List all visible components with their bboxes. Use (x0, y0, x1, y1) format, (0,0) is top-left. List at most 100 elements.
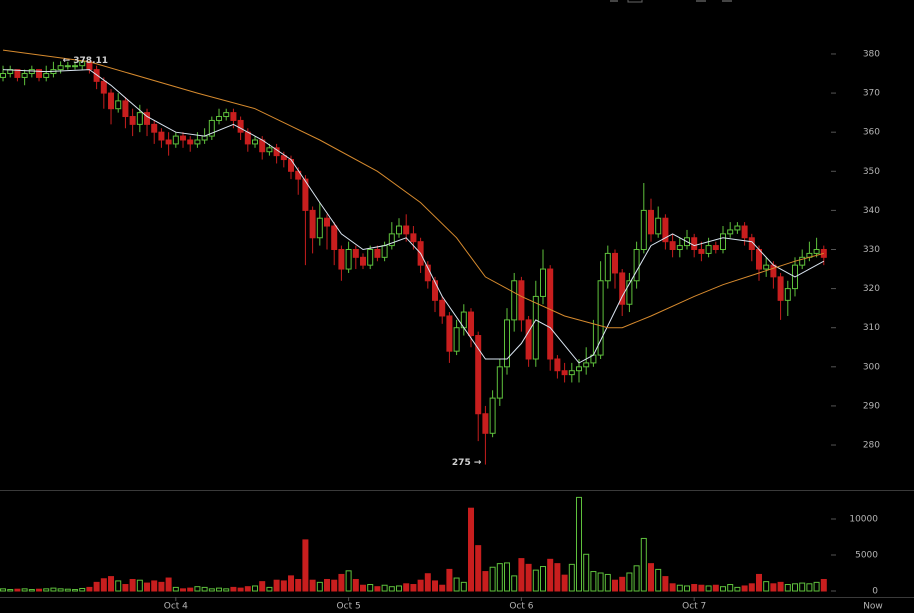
candle-body (504, 319, 511, 368)
y-tick-label: 330 (863, 245, 880, 255)
candle-body (208, 119, 215, 137)
volume-bar (655, 568, 662, 592)
candle-body (396, 225, 403, 235)
volume-bar (194, 586, 201, 592)
volume-bar (748, 583, 755, 592)
candle-body (662, 217, 669, 243)
candle-body (532, 295, 539, 360)
volume-bar (230, 586, 237, 592)
volume-bar (43, 588, 50, 592)
volume-bar (813, 581, 820, 592)
volume-bar (799, 582, 806, 592)
volume-bar (273, 579, 280, 592)
toolbar-icon[interactable] (696, 0, 706, 2)
volume-bar (259, 581, 266, 592)
x-tick-label: Oct 4 (164, 602, 188, 612)
volume-bar (647, 563, 654, 592)
volume-bar (93, 581, 100, 592)
candle-body (79, 61, 86, 67)
volume-bar (568, 563, 575, 592)
volume-bar (417, 579, 424, 592)
volume-bar (331, 579, 338, 592)
candle-body (705, 245, 712, 254)
candle-body (64, 65, 71, 68)
volume-bar (576, 496, 583, 592)
y-tick-label: 370 (863, 89, 880, 99)
candle-body (770, 264, 777, 278)
volume-bar (302, 539, 309, 592)
candle-body (511, 280, 518, 321)
candle-body (691, 237, 698, 250)
y-tick-label: 340 (863, 206, 880, 216)
volume-tick-label: 10000 (849, 515, 878, 525)
candle-body (388, 233, 395, 247)
volume-bar (583, 553, 590, 592)
candle-body (201, 135, 208, 141)
toolbar-icon[interactable] (627, 0, 643, 3)
y-tick-label: 380 (863, 49, 880, 59)
candle-body (540, 268, 547, 297)
volume-bar (72, 589, 79, 592)
moving-average-line (2, 69, 825, 364)
volume-bar (252, 585, 259, 592)
volume-bar (144, 582, 151, 592)
candle-body (180, 135, 187, 141)
candle-body (338, 248, 345, 270)
candle-body (136, 112, 143, 125)
volume-bar (791, 583, 798, 592)
volume-bar (100, 578, 107, 592)
candle-body (633, 248, 640, 282)
volume-bar (36, 588, 43, 592)
candle-body (93, 69, 100, 82)
candle-body (352, 248, 359, 258)
volume-bar (432, 580, 439, 592)
volume-bar (755, 573, 762, 592)
candle-body (597, 280, 604, 356)
volume-bar (561, 574, 568, 592)
volume-bar (662, 576, 669, 592)
candle-body (280, 155, 287, 161)
volume-bar (338, 573, 345, 592)
candle-body (28, 69, 35, 75)
volume-bar (136, 579, 143, 592)
candle-body (100, 80, 107, 94)
candle-body (655, 217, 662, 235)
volume-bar (352, 578, 359, 592)
candle-body (244, 131, 251, 145)
toolbar-icon[interactable] (610, 0, 618, 2)
volume-bar (424, 573, 431, 592)
volume-bar (86, 586, 93, 592)
candle-body (72, 65, 79, 68)
candle-body (345, 248, 352, 270)
volume-bar (439, 584, 446, 592)
candle-body (446, 315, 453, 352)
volume-bar (770, 583, 777, 592)
volume-bar (683, 585, 690, 592)
candle-body (763, 264, 770, 270)
candle-body (410, 233, 417, 243)
volume-bar (691, 584, 698, 592)
toolbar-icon[interactable] (722, 0, 732, 2)
candle-body (554, 358, 561, 372)
volume-bar (446, 568, 453, 592)
volume-bar (108, 576, 115, 592)
volume-bar (619, 576, 626, 592)
candle-body (748, 237, 755, 250)
volume-bar (482, 571, 489, 592)
volume-bar (453, 577, 460, 592)
volume-bar (554, 563, 561, 592)
candle-body (727, 229, 734, 235)
candle-body (316, 217, 323, 239)
volume-bar (115, 580, 122, 592)
volume-bar (21, 588, 28, 592)
candle-body (288, 159, 295, 172)
candle-body (640, 209, 647, 250)
candle-body (619, 272, 626, 305)
volume-bar (741, 585, 748, 592)
candle-body (43, 73, 50, 78)
candle-body (813, 248, 820, 254)
volume-bar (504, 562, 511, 592)
candle-body (194, 139, 201, 145)
candle-body (223, 112, 230, 118)
y-tick-label: 350 (863, 167, 880, 177)
